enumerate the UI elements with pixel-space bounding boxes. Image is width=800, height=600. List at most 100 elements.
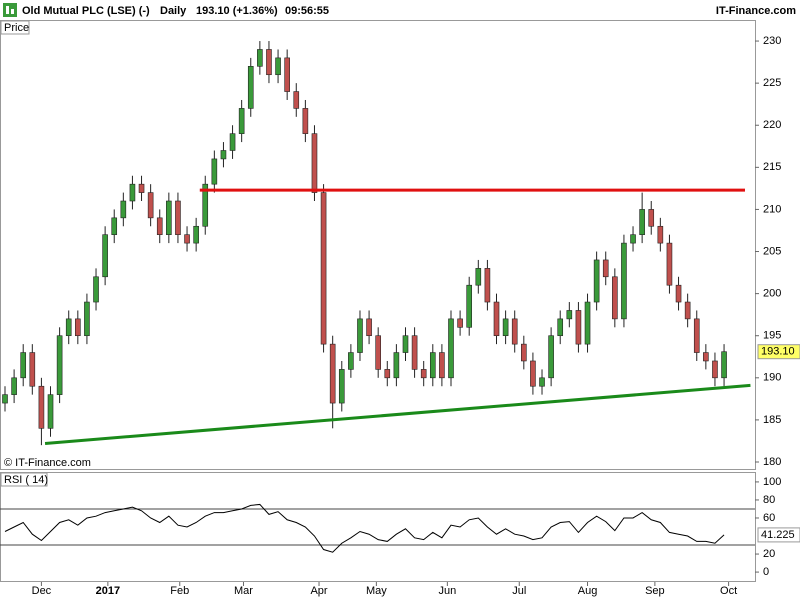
candle-body: [657, 225, 664, 244]
brand: IT-Finance.com: [716, 5, 796, 17]
candle-body: [11, 377, 17, 395]
candle-body: [493, 301, 500, 337]
candle-body: [65, 318, 72, 337]
candle-body: [639, 209, 645, 235]
y-tick-label: 200: [763, 288, 781, 300]
candle-body: [539, 377, 545, 387]
y-tick-label: 205: [763, 245, 781, 257]
candle-body: [393, 352, 400, 379]
candle-body: [612, 276, 618, 320]
candle-body: [548, 335, 554, 379]
rsi-tick-label: 100: [763, 476, 781, 488]
x-tick-label: Sep: [645, 585, 665, 597]
x-tick-label: May: [366, 585, 387, 597]
candle-body: [20, 352, 27, 379]
rsi-last-box: [757, 527, 800, 543]
candle-body: [384, 369, 391, 379]
x-tick-label: 2017: [96, 585, 120, 597]
candle-body: [311, 133, 318, 193]
candle-body: [530, 360, 536, 387]
candle-body: [329, 343, 336, 404]
candle-body: [84, 301, 90, 337]
candle-body: [56, 335, 63, 395]
candle-body: [411, 335, 418, 370]
last-price-box: [757, 344, 800, 360]
y-tick-label: 195: [763, 330, 781, 342]
x-tick-label: Mar: [234, 585, 253, 597]
x-tick-label: Aug: [578, 585, 598, 597]
candle-body: [712, 360, 718, 379]
rsi-tick-label: 60: [763, 512, 775, 524]
candle-body: [648, 209, 655, 227]
candle-body: [29, 352, 36, 387]
candle-body: [457, 318, 463, 328]
candle-body: [111, 217, 118, 235]
rsi-tick-label: 0: [763, 566, 769, 578]
candle-body: [621, 242, 627, 320]
candle-body: [675, 284, 682, 303]
x-tick-label: Jul: [512, 585, 526, 597]
candle-body: [75, 318, 81, 337]
x-tick-label: Oct: [720, 585, 737, 597]
candle-body: [511, 318, 518, 345]
candle-body: [184, 234, 190, 244]
logo-bar: [6, 6, 9, 14]
candle-body: [229, 133, 236, 151]
rsi-label: RSI ( 14): [4, 474, 48, 486]
candle-body: [156, 217, 163, 235]
rsi-tick-label: 80: [763, 494, 775, 506]
candle-body: [502, 318, 509, 337]
candle-body: [284, 57, 290, 92]
candle-body: [266, 49, 272, 76]
candle-body: [584, 301, 591, 345]
x-tick-label: Dec: [32, 585, 52, 597]
candle-body: [238, 108, 245, 134]
x-tick-label: Jun: [438, 585, 456, 597]
candle-body: [147, 192, 154, 219]
candle-body: [166, 200, 172, 235]
candle-body: [484, 268, 491, 303]
candle-body: [357, 318, 363, 353]
last-price-label: 193.10: [761, 346, 795, 358]
logo-bar: [11, 9, 14, 14]
candle-body: [348, 352, 354, 370]
candle-body: [602, 259, 609, 278]
candle-body: [466, 284, 473, 328]
x-tick-label: Feb: [170, 585, 189, 597]
candle-body: [703, 352, 709, 362]
candle-body: [120, 200, 127, 219]
candle-body: [211, 158, 218, 185]
x-tick-label: Apr: [310, 585, 327, 597]
candle-body: [302, 108, 309, 134]
watermark: © IT-Finance.com: [4, 457, 91, 469]
candle-body: [475, 268, 482, 286]
candle-body: [275, 57, 281, 76]
candle-body: [175, 200, 181, 235]
candle-body: [448, 318, 454, 379]
candle-body: [47, 394, 54, 429]
candle-body: [257, 49, 263, 67]
candle-body: [366, 318, 372, 337]
panel-label: Price: [4, 22, 29, 34]
candle-body: [684, 301, 691, 320]
y-tick-label: 230: [763, 35, 781, 47]
candle-body: [666, 242, 673, 286]
candle-body: [375, 335, 381, 370]
rsi-panel: [0, 472, 756, 582]
candle-body: [439, 352, 445, 379]
candle-body: [202, 183, 209, 227]
panel-label-box: [0, 20, 30, 35]
candle-body: [247, 66, 254, 109]
y-tick-label: 185: [763, 414, 781, 426]
candle-body: [320, 192, 327, 345]
candle-body: [593, 259, 600, 303]
rsi-label-box: [0, 472, 48, 487]
candle-body: [721, 351, 727, 379]
y-tick-label: 180: [763, 456, 781, 468]
candle-body: [102, 234, 108, 278]
y-tick-label: 210: [763, 203, 781, 215]
candle-body: [575, 310, 582, 345]
y-tick-label: 215: [763, 161, 781, 173]
